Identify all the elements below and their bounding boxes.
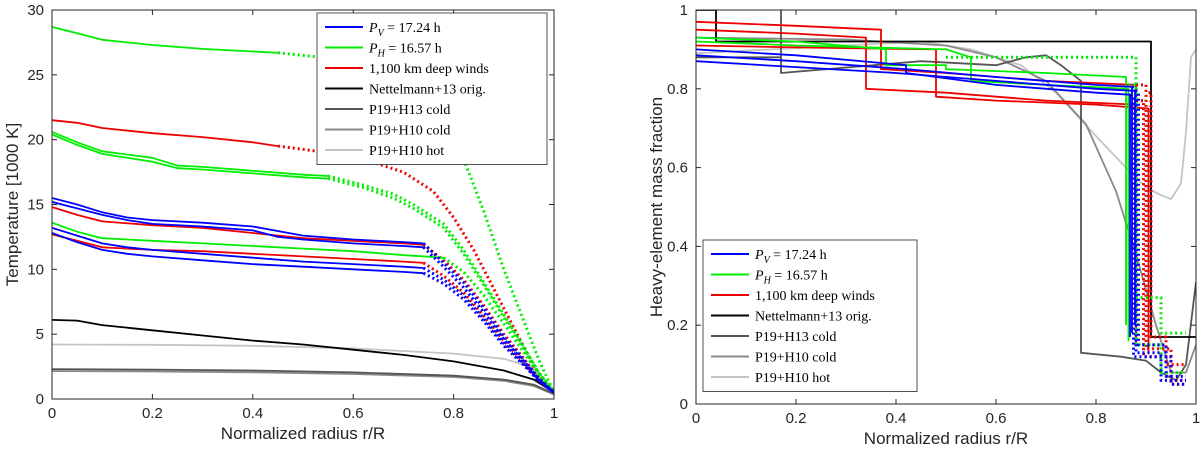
y-tick-label: 0: [680, 396, 688, 413]
legend-label: 1,100 km deep winds: [755, 289, 875, 304]
y-tick-label: 15: [27, 197, 44, 214]
y-tick-label: 0.2: [667, 317, 688, 334]
legend-label: PV = 17.24 h: [368, 21, 441, 39]
series-line-solid: [52, 131, 329, 177]
legend-label: P19+H10 hot: [369, 144, 444, 159]
series-group: [696, 10, 1196, 386]
x-tick-label: 0.8: [443, 405, 464, 422]
y-tick-label: 25: [27, 67, 44, 84]
series-line-solid: [52, 319, 554, 394]
series-line-solid: [52, 119, 279, 147]
y-axis-label: Heavy-element mass fraction: [647, 97, 666, 317]
x-tick-label: 0.4: [886, 410, 907, 427]
legend-label: PH = 16.57 h: [368, 42, 442, 60]
series-line-solid: [52, 233, 424, 264]
series-line-dotted: [277, 51, 554, 394]
legend-label: P19+H13 cold: [755, 330, 836, 345]
y-tick-label: 1: [680, 2, 688, 19]
series-line-solid: [52, 221, 444, 259]
y-tick-label: 0.8: [667, 81, 688, 98]
legend: PV = 17.24 h PH = 16.57 h 1,100 km deep wi…: [702, 239, 918, 392]
x-tick-label: 0.2: [786, 410, 807, 427]
legend-label: P19+H13 cold: [369, 103, 450, 118]
x-axis-label: Normalized radius r/R: [864, 429, 1028, 448]
legend-label: Nettelmann+13 orig.: [369, 83, 486, 98]
series-line-solid: [696, 44, 1150, 353]
y-tick-label: 10: [27, 261, 44, 278]
series-line-solid: [52, 232, 424, 275]
legend: PV = 17.24 h PH = 16.57 h 1,100 km deep wi…: [316, 12, 548, 165]
x-tick-label: 1: [1192, 410, 1200, 427]
series-line-solid: [52, 368, 554, 395]
y-tick-label: 5: [36, 326, 44, 343]
series-line-dotted: [422, 242, 554, 394]
x-tick-label: 0.2: [142, 405, 163, 422]
series-line-solid: [52, 197, 424, 245]
legend-label: P19+H10 cold: [369, 124, 450, 139]
series-line-solid: [52, 370, 554, 396]
series-line-solid: [52, 26, 278, 54]
series-line-dotted: [422, 243, 554, 394]
series-line-solid: [696, 36, 1127, 326]
series-line-dotted: [327, 177, 554, 394]
series-group: [52, 26, 554, 396]
y-tick-label: 0.4: [667, 238, 688, 255]
y-tick-label: 20: [27, 132, 44, 149]
series-line-solid: [696, 36, 1196, 374]
x-tick-label: 0.8: [1086, 410, 1107, 427]
x-tick-label: 0: [692, 410, 700, 427]
axes-box: [695, 9, 1197, 405]
legend-label: PH = 16.57 h: [754, 269, 828, 287]
series-line-solid: [52, 133, 329, 180]
heavy-element-panel: 0 0.2 0.4 0.6 0.8 1 0 0.2 0.4 0.6 0.8 1 Normalized r…: [647, 2, 1200, 448]
x-tick-label: 0.6: [986, 410, 1007, 427]
series-line-dotted: [422, 271, 554, 394]
x-tick-label: 1: [550, 405, 558, 422]
y-tick-label: 30: [27, 2, 44, 19]
series-line-solid: [696, 20, 1137, 334]
series-line-solid: [696, 28, 1137, 345]
series-line-solid: [52, 226, 424, 269]
legend-label: P19+H10 cold: [755, 351, 836, 366]
legend-label: Nettelmann+13 orig.: [755, 310, 872, 325]
x-axis-label: Normalized radius r/R: [221, 424, 385, 443]
x-tick-label: 0.6: [343, 405, 364, 422]
series-line-solid: [52, 206, 424, 246]
series-line-dotted: [1136, 83, 1186, 382]
series-line-solid: [696, 48, 1131, 337]
series-line-solid: [52, 201, 424, 249]
series-line-dotted: [422, 266, 554, 394]
y-axis-label: Temperature [1000 K]: [3, 123, 22, 286]
legend-label: 1,100 km deep winds: [369, 62, 489, 77]
y-tick-label: 0.6: [667, 160, 688, 177]
legend-label: P19+H10 hot: [755, 371, 830, 386]
y-tick-label: 0: [36, 391, 44, 408]
series-line-dotted: [1129, 93, 1186, 386]
legend-label: PV = 17.24 h: [754, 248, 827, 266]
x-tick-label: 0: [48, 405, 56, 422]
series-line-dotted: [1131, 85, 1186, 382]
x-tick-label: 0.4: [242, 405, 263, 422]
series-line-solid: [696, 40, 1130, 341]
